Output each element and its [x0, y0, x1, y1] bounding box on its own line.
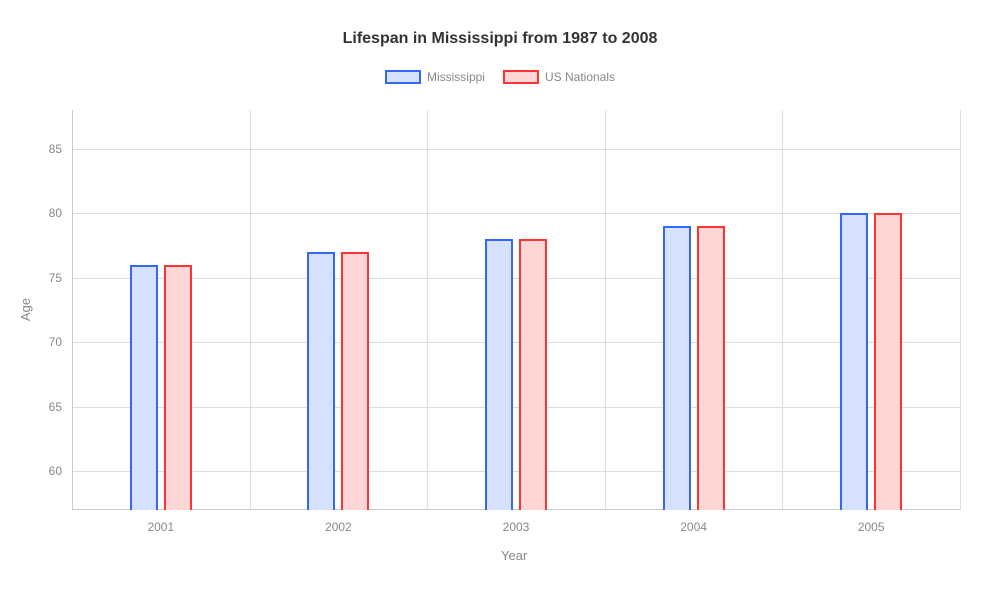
gridline-v: [427, 110, 428, 510]
bar-us-nationals: [519, 239, 547, 510]
y-tick-label: 65: [49, 400, 72, 414]
bar-mississippi: [307, 252, 335, 510]
gridline-h: [72, 149, 960, 150]
legend-item-1: US Nationals: [503, 70, 615, 84]
legend-label: Mississippi: [427, 70, 485, 84]
y-tick-label: 85: [49, 142, 72, 156]
x-tick-label: 2005: [858, 510, 885, 534]
x-tick-label: 2002: [325, 510, 352, 534]
y-tick-label: 75: [49, 271, 72, 285]
x-tick-label: 2004: [680, 510, 707, 534]
legend-swatch-icon: [503, 70, 539, 84]
gridline-v: [250, 110, 251, 510]
axis-border-bottom: [72, 509, 960, 510]
bar-us-nationals: [697, 226, 725, 510]
bar-us-nationals: [341, 252, 369, 510]
legend-swatch-icon: [385, 70, 421, 84]
chart-container: Lifespan in Mississippi from 1987 to 200…: [0, 0, 1000, 600]
gridline-v: [782, 110, 783, 510]
bar-mississippi: [840, 213, 868, 510]
legend: Mississippi US Nationals: [0, 70, 1000, 84]
plot-area: 60657075808520012002200320042005: [72, 110, 960, 510]
x-axis-label: Year: [501, 548, 527, 563]
bar-mississippi: [663, 226, 691, 510]
gridline-h: [72, 213, 960, 214]
axis-border-left: [72, 110, 73, 510]
gridline-h: [72, 278, 960, 279]
gridline-h: [72, 471, 960, 472]
x-tick-label: 2003: [503, 510, 530, 534]
y-tick-label: 70: [49, 335, 72, 349]
bar-mississippi: [485, 239, 513, 510]
bar-us-nationals: [874, 213, 902, 510]
gridline-h: [72, 342, 960, 343]
y-axis-label: Age: [18, 298, 33, 321]
gridline-v: [605, 110, 606, 510]
legend-label: US Nationals: [545, 70, 615, 84]
bar-mississippi: [130, 265, 158, 510]
y-tick-label: 80: [49, 206, 72, 220]
bar-us-nationals: [164, 265, 192, 510]
gridline-v: [960, 110, 961, 510]
gridline-h: [72, 407, 960, 408]
legend-item-0: Mississippi: [385, 70, 485, 84]
chart-title: Lifespan in Mississippi from 1987 to 200…: [0, 30, 1000, 48]
y-tick-label: 60: [49, 464, 72, 478]
x-tick-label: 2001: [147, 510, 174, 534]
